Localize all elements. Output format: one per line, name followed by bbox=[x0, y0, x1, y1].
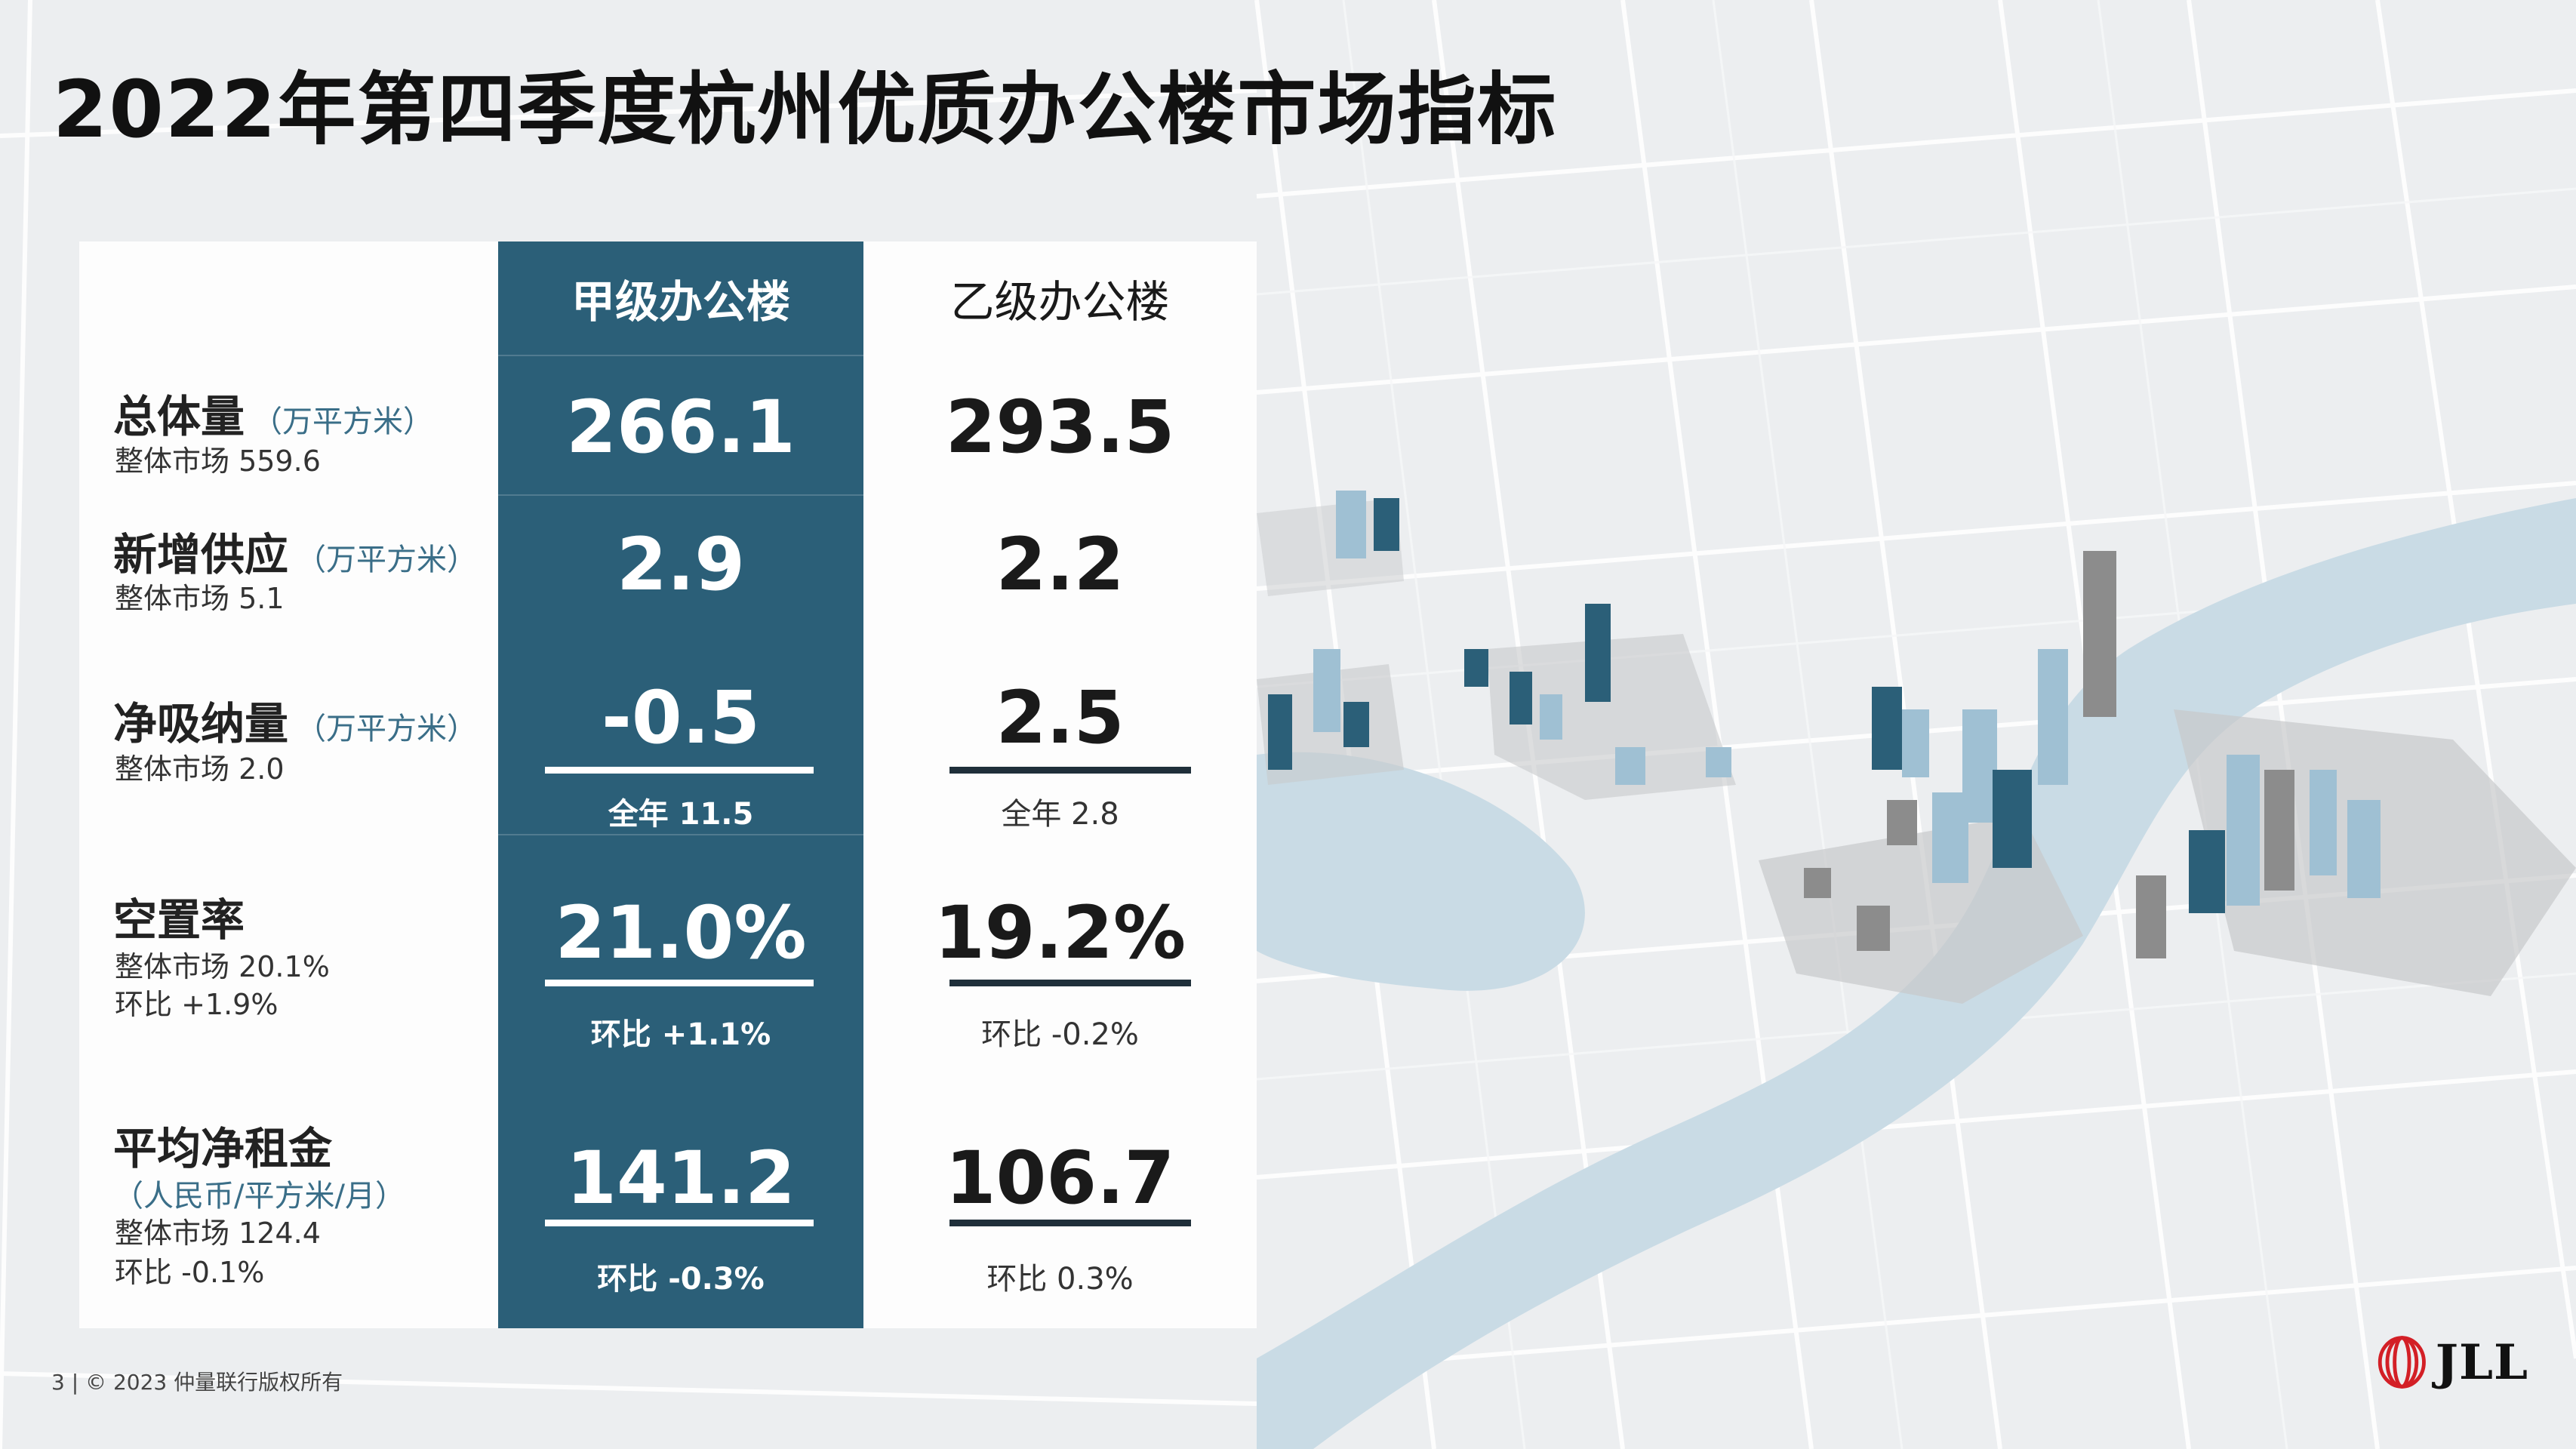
stock-grade-b-value: 293.5 bbox=[945, 385, 1175, 469]
column-header-grade-a: 甲级办公楼 bbox=[571, 276, 790, 328]
value-underline bbox=[949, 1220, 1191, 1226]
rent-unit: （人民币/平方米/月） bbox=[113, 1179, 405, 1214]
vacancy-grade-b-qoq: 环比 -0.2% bbox=[981, 1017, 1139, 1052]
rent-grade-a-qoq: 环比 -0.3% bbox=[597, 1262, 765, 1297]
value-underline bbox=[545, 1220, 814, 1226]
row-divider bbox=[498, 355, 863, 356]
rent-grade-a-value: 141.2 bbox=[566, 1136, 796, 1220]
rent-overall: 整体市场 124.4 bbox=[115, 1217, 321, 1250]
supply-unit: （万平方米） bbox=[296, 543, 478, 577]
row-divider bbox=[498, 494, 863, 496]
vacancy-qoq: 环比 +1.9% bbox=[115, 988, 279, 1021]
grade-a-column bbox=[498, 242, 863, 1328]
vacancy-grade-b-value: 19.2% bbox=[934, 891, 1186, 975]
absorption-grade-a-annual: 全年 11.5 bbox=[608, 797, 754, 832]
absorption-unit: （万平方米） bbox=[296, 712, 478, 746]
footer-copyright: 3 | © 2023 仲量联行版权所有 bbox=[51, 1370, 343, 1395]
supply-overall: 整体市场 5.1 bbox=[115, 582, 285, 615]
stock-unit: （万平方米） bbox=[252, 405, 434, 439]
vacancy-label: 空置率 bbox=[113, 894, 245, 946]
supply-grade-b-value: 2.2 bbox=[996, 522, 1125, 607]
jll-logo: JLL bbox=[2377, 1328, 2528, 1396]
rent-label: 平均净租金 bbox=[113, 1123, 333, 1174]
absorption-overall: 整体市场 2.0 bbox=[115, 752, 285, 786]
value-underline bbox=[949, 980, 1191, 986]
column-header-grade-b: 乙级办公楼 bbox=[950, 276, 1170, 328]
jll-logo-icon bbox=[2377, 1336, 2426, 1389]
absorption-grade-b-annual: 全年 2.8 bbox=[1001, 797, 1119, 832]
vacancy-grade-a-qoq: 环比 +1.1% bbox=[590, 1017, 771, 1052]
absorption-grade-b-value: 2.5 bbox=[996, 675, 1125, 760]
page-title: 2022年第四季度杭州优质办公楼市场指标 bbox=[53, 63, 1558, 155]
absorption-label: 净吸纳量 （万平方米） bbox=[113, 698, 478, 749]
vacancy-grade-a-value: 21.0% bbox=[555, 891, 807, 975]
stock-grade-a-value: 266.1 bbox=[566, 385, 796, 469]
value-underline bbox=[545, 767, 814, 774]
stock-overall: 整体市场 559.6 bbox=[115, 445, 321, 478]
stock-label: 总体量 （万平方米） bbox=[113, 391, 434, 442]
vacancy-overall: 整体市场 20.1% bbox=[115, 950, 330, 983]
rent-qoq: 环比 -0.1% bbox=[115, 1256, 265, 1289]
jll-logo-text: JLL bbox=[2435, 1334, 2528, 1391]
rent-grade-b-qoq: 环比 0.3% bbox=[986, 1262, 1134, 1297]
row-divider bbox=[498, 834, 863, 835]
supply-label: 新增供应 （万平方米） bbox=[113, 529, 478, 580]
value-underline bbox=[545, 980, 814, 986]
rent-grade-b-value: 106.7 bbox=[945, 1136, 1175, 1220]
supply-grade-a-value: 2.9 bbox=[616, 522, 746, 607]
absorption-grade-a-value: -0.5 bbox=[602, 675, 760, 760]
value-underline bbox=[949, 767, 1191, 774]
